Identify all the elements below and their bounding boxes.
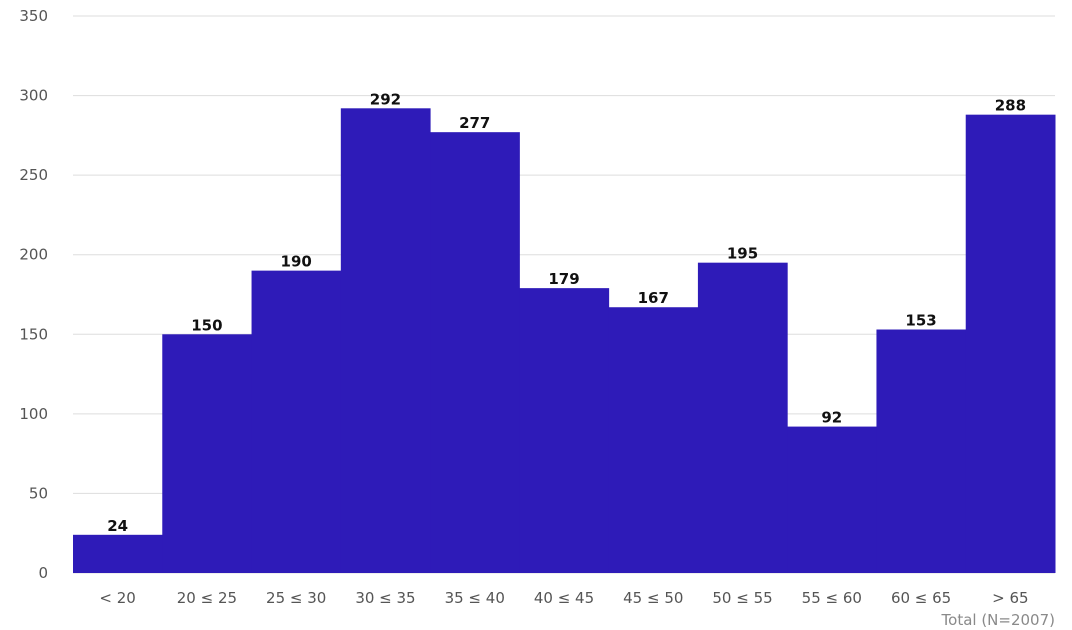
bars [73, 108, 1056, 573]
x-tick-label: 20 ≤ 25 [177, 589, 237, 607]
x-tick-label: 60 ≤ 65 [891, 589, 951, 607]
data-label: 167 [638, 289, 669, 307]
data-label: 195 [727, 245, 758, 263]
total-footnote: Total (N=2007) [941, 611, 1055, 629]
bar [430, 132, 520, 573]
x-tick-label: 30 ≤ 35 [355, 589, 415, 607]
y-axis-ticks: 0 50 100 150 200 250 300 350 [19, 7, 48, 582]
data-label: 92 [821, 409, 842, 427]
y-tick-label: 50 [29, 484, 48, 502]
x-tick-label: 55 ≤ 60 [802, 589, 862, 607]
x-tick-label: 35 ≤ 40 [445, 589, 505, 607]
bar [965, 114, 1056, 573]
bar [876, 329, 967, 573]
y-tick-label: 100 [19, 405, 48, 423]
data-label: 153 [905, 312, 936, 330]
x-tick-label: 45 ≤ 50 [623, 589, 683, 607]
data-label: 292 [370, 90, 401, 108]
bar [608, 307, 699, 573]
y-tick-label: 250 [19, 166, 48, 184]
data-label: 24 [107, 517, 128, 535]
x-tick-label: 50 ≤ 55 [712, 589, 772, 607]
bar [697, 262, 788, 573]
bar [340, 108, 431, 573]
bar [519, 288, 610, 573]
x-tick-label: 25 ≤ 30 [266, 589, 326, 607]
data-label: 288 [995, 97, 1026, 115]
x-tick-label: > 65 [992, 589, 1028, 607]
x-tick-label: < 20 [99, 589, 135, 607]
bar [251, 270, 342, 573]
data-label: 179 [548, 270, 579, 288]
bar [73, 534, 163, 573]
data-label: 150 [191, 316, 222, 334]
x-tick-label: 40 ≤ 45 [534, 589, 594, 607]
x-axis-ticks: < 20 20 ≤ 25 25 ≤ 30 30 ≤ 35 35 ≤ 40 40 ≤ 45 4… [99, 589, 1028, 607]
y-tick-label: 200 [19, 246, 48, 264]
data-label: 190 [281, 253, 312, 271]
bar [787, 426, 877, 573]
y-tick-label: 0 [38, 564, 48, 582]
data-label: 277 [459, 114, 490, 132]
data-labels: 24 150 190 292 277 179 167 195 92 153 288 [107, 90, 1026, 535]
y-tick-label: 150 [19, 325, 48, 343]
y-tick-label: 300 [19, 87, 48, 105]
bar [162, 334, 253, 573]
y-tick-label: 350 [19, 7, 48, 25]
